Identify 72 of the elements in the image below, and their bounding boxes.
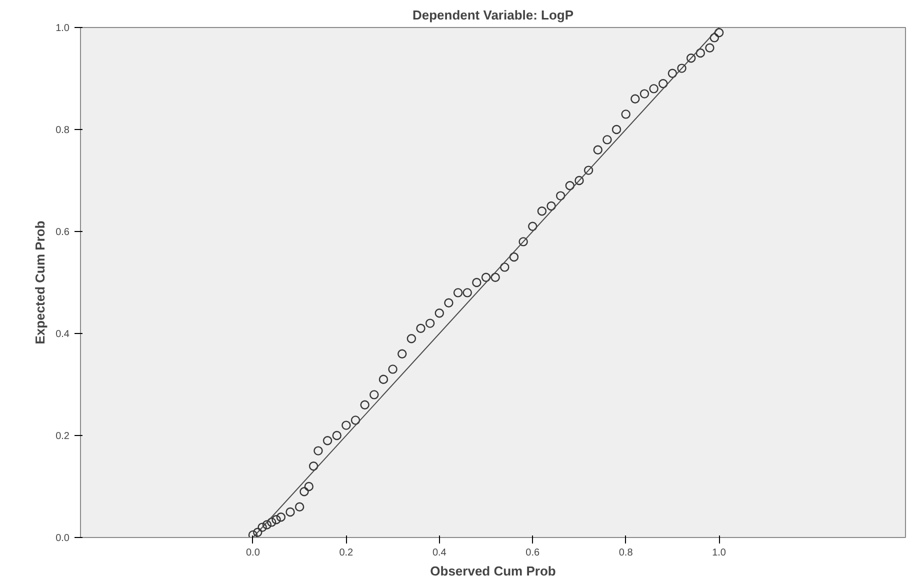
x-tick-label: 1.0 <box>712 548 726 558</box>
y-tick-label: 0.8 <box>56 125 70 136</box>
point <box>286 507 295 517</box>
x-tick-label: 0.0 <box>246 548 260 558</box>
y-tick-label: 1.0 <box>56 23 70 34</box>
point <box>253 528 262 537</box>
point <box>509 252 519 262</box>
point <box>593 145 602 154</box>
point <box>518 237 528 246</box>
x-tick-label: 0.4 <box>432 548 447 558</box>
point <box>425 318 435 328</box>
y-tick-label: 0.2 <box>56 431 70 442</box>
point <box>444 298 454 308</box>
x-axis-title: Observed Cum Prob <box>430 564 556 578</box>
point <box>434 308 444 318</box>
point <box>276 512 286 522</box>
point <box>304 482 314 492</box>
point <box>360 400 370 410</box>
point <box>262 520 272 530</box>
point <box>308 462 318 471</box>
point <box>710 33 719 42</box>
point <box>272 515 281 524</box>
point <box>398 349 407 358</box>
point <box>462 288 472 298</box>
point <box>705 43 714 52</box>
y-axis-title: Expected Cum Prob <box>32 220 48 344</box>
point <box>686 54 696 63</box>
point <box>332 430 342 440</box>
point <box>668 68 678 78</box>
point <box>584 166 594 175</box>
point <box>267 518 276 527</box>
point <box>537 206 547 216</box>
chart-title: Dependent Variable: LogP <box>412 8 574 22</box>
point <box>300 487 309 496</box>
point <box>453 288 463 298</box>
y-tick-label: 0.6 <box>56 227 70 238</box>
point <box>696 48 706 58</box>
point <box>630 94 640 104</box>
point <box>574 176 584 186</box>
point <box>294 502 304 512</box>
point <box>490 272 500 282</box>
x-tick-label: 0.2 <box>339 548 354 558</box>
point <box>528 222 538 231</box>
point <box>258 522 267 532</box>
point <box>481 272 491 282</box>
x-tick-label: 0.8 <box>618 548 634 558</box>
point <box>649 84 658 94</box>
point <box>314 446 323 456</box>
y-tick-label: 0.0 <box>56 533 70 544</box>
point <box>640 89 650 98</box>
point <box>621 110 630 119</box>
point <box>565 181 575 190</box>
point <box>388 364 398 374</box>
point <box>322 436 332 446</box>
point <box>602 135 612 144</box>
point <box>714 28 724 38</box>
point <box>378 374 388 384</box>
point <box>406 334 416 344</box>
point <box>370 390 379 400</box>
y-tick-label: 0.4 <box>56 329 70 340</box>
point <box>677 64 686 73</box>
point <box>658 79 668 88</box>
point <box>556 191 566 200</box>
point <box>248 530 258 538</box>
point <box>612 124 622 134</box>
point <box>500 262 510 272</box>
point <box>416 324 426 333</box>
point <box>350 416 360 425</box>
point <box>342 420 351 430</box>
point <box>546 201 556 211</box>
x-tick-label: 0.6 <box>526 548 540 558</box>
point <box>472 278 482 288</box>
